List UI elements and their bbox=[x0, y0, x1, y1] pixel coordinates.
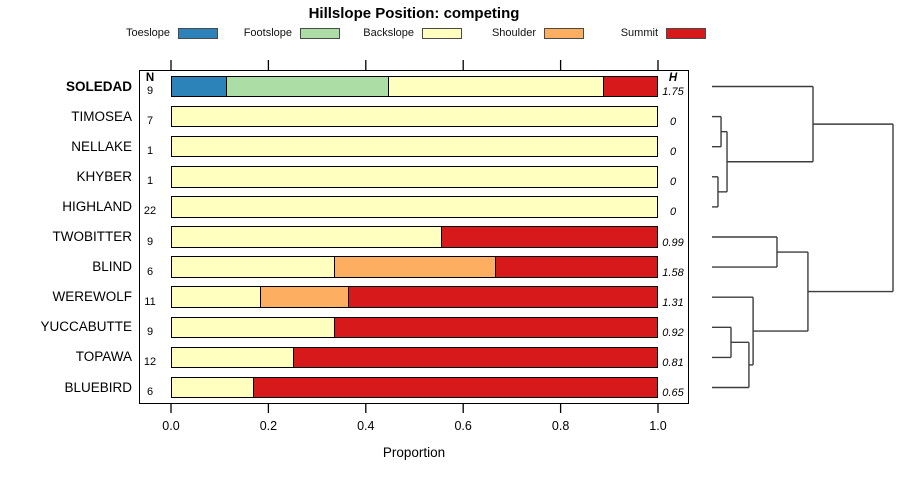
legend-label-footslope: Footslope bbox=[243, 27, 292, 39]
stacked-bar-khyber bbox=[171, 166, 658, 188]
bar-segment-summit bbox=[293, 347, 657, 368]
x-tick-label: 0.8 bbox=[551, 419, 570, 433]
bar-segment-backslope bbox=[172, 377, 253, 398]
shannon-h-value: 1.75 bbox=[662, 86, 684, 98]
n-value: 1 bbox=[146, 145, 154, 158]
bar-segment-shoulder bbox=[260, 287, 349, 307]
legend-label-toeslope: Toeslope bbox=[125, 27, 170, 39]
stacked-bar-werewolf bbox=[171, 286, 658, 308]
shannon-h-value: 0.99 bbox=[662, 236, 684, 249]
plot-frame bbox=[139, 70, 689, 404]
legend-swatch-summit bbox=[666, 27, 706, 39]
bar-segment-summit bbox=[348, 287, 657, 307]
x-tick-label: 0.4 bbox=[357, 419, 375, 433]
h-column-header: H bbox=[668, 72, 678, 84]
bar-segment-summit bbox=[495, 257, 657, 277]
shannon-h-value: 0.81 bbox=[662, 356, 684, 369]
row-label-timosea: TIMOSEA bbox=[71, 108, 132, 124]
bar-segment-backslope bbox=[172, 136, 657, 157]
row-label-topawa: TOPAWA bbox=[75, 349, 132, 365]
x-tick-label: 0.2 bbox=[259, 419, 278, 433]
row-label-bluebird: BLUEBIRD bbox=[64, 379, 132, 395]
legend-label-shoulder: Shoulder bbox=[491, 27, 536, 39]
stacked-bar-soledad bbox=[171, 75, 658, 98]
n-value: 11 bbox=[144, 295, 156, 308]
n-value: 6 bbox=[146, 265, 154, 278]
n-column-header: N bbox=[145, 72, 155, 84]
shannon-h-value: 0.92 bbox=[662, 326, 684, 339]
stacked-bar-topawa bbox=[171, 346, 658, 369]
row-label-werewolf: WEREWOLF bbox=[52, 289, 133, 305]
legend-swatch-shoulder bbox=[544, 27, 584, 39]
chart-title: Hillslope Position: competing bbox=[308, 5, 520, 22]
n-value: 22 bbox=[143, 205, 157, 218]
bar-segment-backslope bbox=[172, 167, 657, 187]
bar-segment-summit bbox=[603, 76, 657, 97]
legend-swatch-backslope bbox=[422, 27, 462, 39]
bar-segment-backslope bbox=[172, 197, 657, 217]
legend-swatch-footslope bbox=[300, 27, 340, 39]
bar-segment-summit bbox=[441, 227, 657, 247]
stacked-bar-twobitter bbox=[171, 226, 658, 248]
n-value: 9 bbox=[146, 235, 154, 248]
n-value: 1 bbox=[146, 175, 154, 188]
bar-segment-summit bbox=[333, 317, 657, 338]
n-value: 9 bbox=[146, 325, 154, 338]
x-tick-label: 0.6 bbox=[454, 419, 472, 433]
x-tick-label: 0.0 bbox=[162, 419, 180, 433]
bar-segment-backslope bbox=[387, 76, 604, 97]
x-axis-label: Proportion bbox=[382, 445, 446, 460]
bar-segment-backslope bbox=[172, 317, 334, 338]
row-label-twobitter: TWOBITTER bbox=[52, 229, 133, 244]
row-label-khyber: KHYBER bbox=[76, 168, 132, 184]
shannon-h-value: 1.31 bbox=[662, 296, 684, 309]
row-label-yuccabutte: YUCCABUTTE bbox=[40, 319, 132, 335]
bar-segment-backslope bbox=[172, 347, 294, 368]
bar-segment-backslope bbox=[172, 287, 261, 307]
shannon-h-value: 0 bbox=[669, 176, 677, 189]
shannon-h-value: 0 bbox=[669, 146, 677, 159]
bar-segment-backslope bbox=[172, 106, 657, 127]
n-value: 9 bbox=[146, 85, 154, 97]
stacked-bar-nellake bbox=[171, 135, 658, 158]
n-value: 6 bbox=[146, 386, 154, 398]
n-value: 7 bbox=[146, 115, 154, 128]
x-tick-label: 1.0 bbox=[649, 419, 667, 433]
stacked-bar-yuccabutte bbox=[171, 316, 658, 339]
legend-swatch-toeslope bbox=[178, 27, 218, 39]
row-label-blind: BLIND bbox=[92, 259, 132, 275]
n-value: 12 bbox=[143, 355, 157, 368]
stacked-bar-highland bbox=[171, 196, 658, 218]
stacked-bar-blind bbox=[171, 256, 658, 278]
bar-segment-shoulder bbox=[333, 257, 496, 277]
stacked-bar-bluebird bbox=[171, 376, 658, 399]
shannon-h-value: 0 bbox=[669, 206, 677, 219]
row-label-highland: HIGHLAND bbox=[62, 198, 132, 214]
row-label-soledad: SOLEDAD bbox=[65, 78, 132, 94]
bar-segment-backslope bbox=[172, 257, 334, 277]
shannon-h-value: 1.58 bbox=[662, 266, 684, 279]
bar-segment-toeslope bbox=[172, 76, 226, 97]
shannon-h-value: 0 bbox=[669, 116, 677, 129]
bar-segment-backslope bbox=[172, 227, 442, 247]
bar-segment-summit bbox=[252, 377, 657, 398]
legend-label-summit: Summit bbox=[620, 27, 658, 39]
stacked-bar-timosea bbox=[171, 105, 658, 128]
legend-label-backslope: Backslope bbox=[363, 27, 414, 39]
shannon-h-value: 0.65 bbox=[662, 387, 684, 399]
bar-segment-footslope bbox=[225, 76, 388, 97]
row-label-nellake: NELLAKE bbox=[71, 138, 132, 154]
